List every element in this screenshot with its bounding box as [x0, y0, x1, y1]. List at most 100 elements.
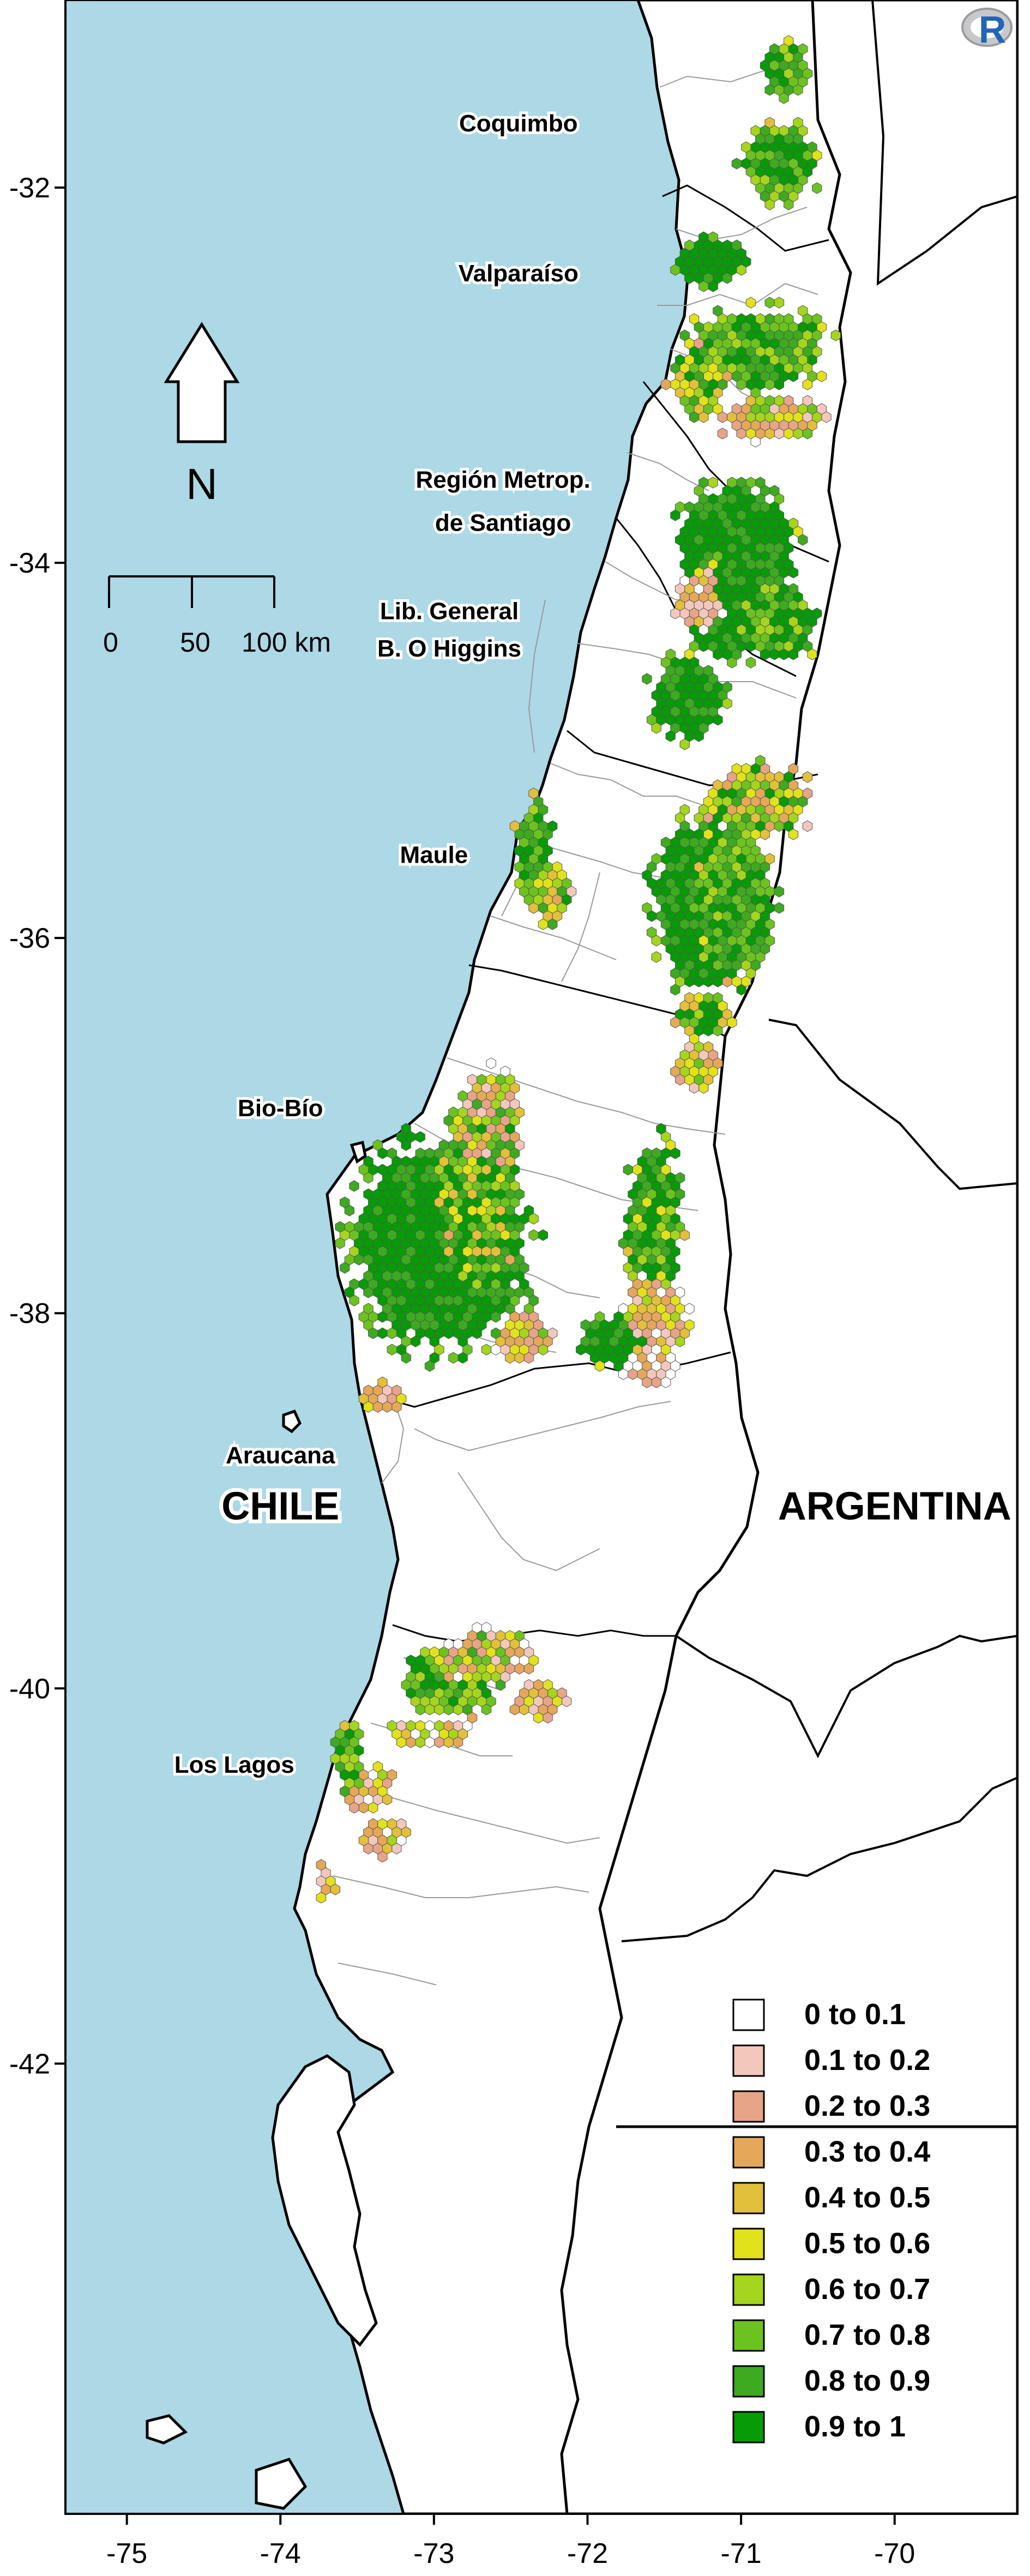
probability-hexagon — [344, 1205, 354, 1217]
probability-hexagon — [443, 1327, 454, 1339]
probability-hexagon — [424, 1704, 435, 1716]
probability-hexagon — [703, 976, 714, 988]
legend-label: 0.6 to 0.7 — [804, 2273, 930, 2306]
probability-hexagon — [764, 198, 775, 210]
legend: 0 to 0.1 0.1 to 0.2 0.2 to 0.3 0.3 to 0.4 0.… — [732, 1998, 930, 2443]
x-tick-label: -73 — [413, 2538, 454, 2569]
probability-hexagon — [457, 1270, 468, 1282]
southern-island-2 — [255, 2457, 308, 2510]
probability-hexagon — [745, 657, 756, 669]
probability-hexagon — [689, 886, 700, 898]
probability-hexagon — [514, 1139, 525, 1151]
probability-hexagon — [547, 918, 558, 930]
probability-hexagon — [401, 1352, 411, 1364]
r-logo: R — [961, 8, 1013, 51]
probability-hexagon — [741, 976, 751, 988]
probability-hexagon — [651, 951, 661, 963]
probability-hexagon — [774, 886, 785, 898]
y-tick-label: -40 — [9, 1673, 50, 1705]
probability-hexagon — [406, 1736, 416, 1748]
probability-hexagon — [443, 1704, 454, 1716]
probability-hexagon — [538, 1229, 549, 1241]
probability-hexagon — [618, 1368, 629, 1380]
probability-hexagon — [543, 1712, 553, 1724]
probability-hexagon — [722, 272, 732, 284]
probability-hexagon — [453, 1671, 463, 1683]
legend-label: 0.1 to 0.2 — [804, 2044, 930, 2077]
r-logo-letter: R — [979, 8, 1007, 51]
probability-hexagon — [472, 1262, 482, 1274]
probability-hexagon — [505, 1352, 515, 1364]
region-labels: Coquimbo Valparaíso Región Metrop. de Santi… — [172, 107, 593, 1781]
probability-hexagon — [736, 428, 746, 440]
argentina-province-border — [675, 1634, 1017, 1759]
legend-label: 0.9 to 1 — [804, 2410, 906, 2443]
y-tick-label: -42 — [9, 2048, 50, 2080]
probability-hexagon — [764, 297, 775, 309]
probability-hexagon — [698, 280, 709, 292]
probability-hexagon — [514, 1352, 525, 1364]
region-label: Lib. General — [380, 598, 519, 624]
probability-hexagon — [684, 1303, 695, 1315]
legend-label: 0 to 0.1 — [804, 1998, 906, 2031]
probability-hexagon — [628, 1368, 638, 1380]
probability-hexagon — [802, 820, 813, 832]
probability-hexagon — [684, 272, 695, 284]
probability-hexagon — [500, 1164, 510, 1176]
legend-label: 0.7 to 0.8 — [804, 2319, 930, 2351]
probability-hexagon — [651, 1376, 661, 1388]
probability-hexagon — [698, 640, 709, 652]
probability-hexagon — [784, 198, 794, 210]
probability-hexagon — [424, 1736, 435, 1748]
probability-hexagon — [713, 1025, 723, 1037]
probability-hexagon — [774, 428, 785, 440]
probability-hexagon — [764, 428, 775, 440]
probability-hexagon — [670, 1147, 680, 1159]
probability-hexagon — [377, 1851, 388, 1863]
y-axis: -32 -34 -36 -38 -40 -42 — [9, 172, 65, 2080]
probability-hexagon — [750, 436, 761, 448]
probability-hexagon — [481, 1671, 492, 1683]
legend-swatch — [732, 2319, 765, 2352]
probability-hexagon — [713, 959, 723, 971]
probability-hexagon — [434, 1736, 444, 1748]
probability-hexagon — [642, 673, 652, 685]
probability-hexagon — [760, 828, 770, 840]
probability-hexagon — [623, 1164, 633, 1176]
probability-hexagon — [722, 976, 732, 988]
probability-hexagon — [708, 280, 718, 292]
probability-hexagon — [679, 1229, 690, 1241]
probability-hexagon — [354, 1254, 364, 1266]
probability-hexagon — [443, 1736, 454, 1748]
probability-hexagon — [793, 428, 803, 440]
probability-hexagon — [505, 1254, 515, 1266]
probability-hexagon — [481, 1262, 492, 1274]
probability-hexagon — [453, 1704, 463, 1716]
probability-hexagon — [816, 370, 827, 382]
probability-hexagon — [481, 1704, 492, 1716]
probability-hexagon — [519, 1704, 529, 1716]
probability-hexagon — [528, 1229, 539, 1241]
probability-hexagon — [533, 1712, 544, 1724]
region-label: Maule — [400, 842, 468, 869]
probability-hexagon — [670, 509, 680, 521]
probability-hexagon — [788, 648, 799, 660]
mocha-island — [282, 1409, 302, 1434]
legend-swatch — [732, 2365, 765, 2398]
y-tick-label: -36 — [9, 923, 50, 954]
probability-hexagon — [802, 378, 813, 390]
probability-hexagon — [670, 1016, 680, 1028]
probability-hexagon — [382, 1401, 393, 1413]
region-label: Coquimbo — [459, 110, 578, 137]
country-label: CHILE — [221, 1485, 339, 1528]
probability-hexagon — [788, 370, 799, 382]
probability-hexagon — [779, 92, 789, 104]
probability-hexagon — [684, 976, 695, 988]
probability-hexagon — [377, 1327, 388, 1339]
probability-hexagon — [651, 935, 661, 947]
probability-hexagon — [694, 976, 704, 988]
probability-hexagon — [670, 984, 680, 996]
probability-hexagon — [576, 1344, 586, 1356]
legend-label: 0.5 to 0.6 — [804, 2227, 930, 2260]
scale-label-0: 0 — [103, 627, 118, 658]
